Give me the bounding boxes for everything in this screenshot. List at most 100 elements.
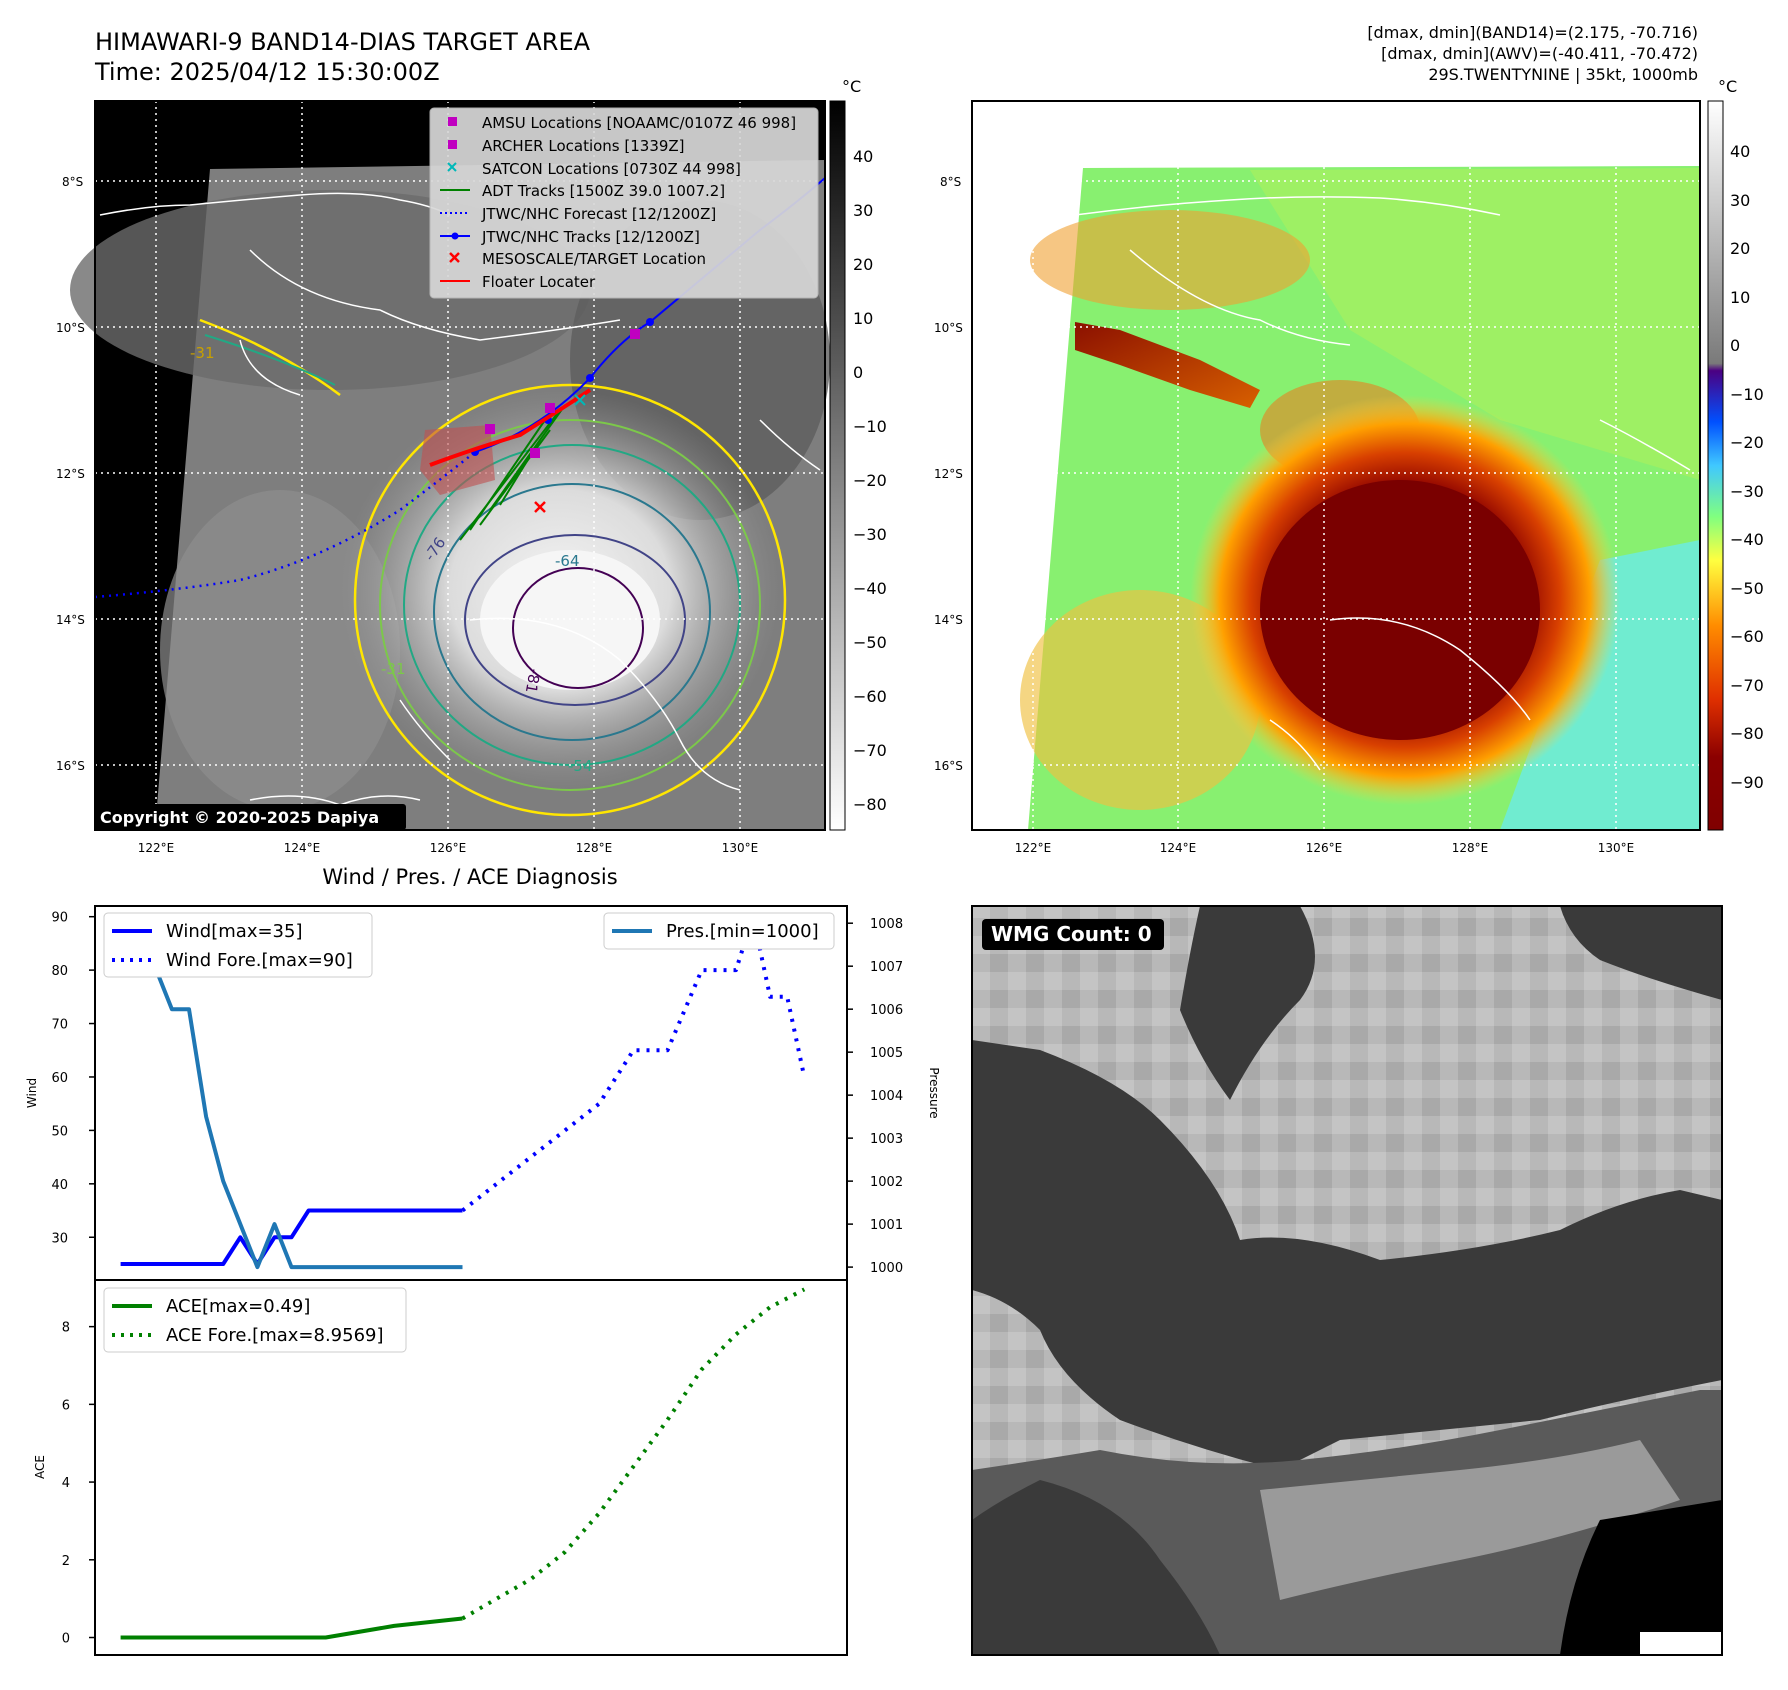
- copyright-badge: [94, 804, 406, 830]
- wmg-count-label: WMG Count: 0: [991, 922, 1152, 946]
- svg-text:124°E: 124°E: [1160, 841, 1197, 855]
- legend-ace-fore: ACE Fore.[max=8.9569]: [166, 1325, 384, 1346]
- pressure-tick-label: 1006: [870, 1003, 903, 1018]
- gray-colorbar: °C 40 30 20 10 0 −10 −20 −30 −40 −50 −60…: [829, 77, 887, 831]
- map2-lon-labels: 122°E 124°E 126°E 128°E 130°E: [1015, 841, 1635, 855]
- adt-tracks: [459, 404, 566, 541]
- ace-tick-label: 6: [62, 1398, 70, 1413]
- svg-text:8°S: 8°S: [940, 175, 961, 189]
- svg-text:30: 30: [1730, 191, 1750, 210]
- satcon-marker: [574, 394, 586, 406]
- svg-text:-54: -54: [568, 757, 593, 775]
- map2-lat-labels: 8°S 10°S 12°S 14°S 16°S: [934, 175, 963, 773]
- jtwc-track-points: [471, 318, 654, 456]
- pressure-tick-label: 1002: [870, 1175, 903, 1190]
- svg-text:0: 0: [1730, 336, 1740, 355]
- pressure-tick-label: 1000: [870, 1261, 903, 1276]
- ace-tick-label: 8: [62, 1321, 70, 1336]
- wind-pressure-lines: [118, 914, 807, 1270]
- legend-satcon: SATCON Locations [0730Z 44 998]: [482, 160, 741, 178]
- svg-text:12°S: 12°S: [56, 467, 85, 481]
- svg-text:126°E: 126°E: [1306, 841, 1343, 855]
- svg-text:30: 30: [853, 201, 873, 220]
- color-map-panel: 8°S 10°S 12°S 14°S 16°S 122°E 124°E 126°…: [934, 100, 1701, 855]
- color-colorbar-ticks: 40 30 20 10 0 −10 −20 −30 −40 −50 −60 −7…: [1730, 142, 1764, 792]
- ace-lines: [120, 1287, 806, 1640]
- svg-text:16°S: 16°S: [56, 759, 85, 773]
- svg-text:−70: −70: [1730, 676, 1764, 695]
- ace-axis-label: ACE: [33, 1455, 47, 1479]
- svg-text:40: 40: [1730, 142, 1750, 161]
- ace-series-line: [120, 1616, 463, 1640]
- wind-axis-ticks: 30 40 50 60 70 80 90: [51, 911, 95, 1246]
- svg-text:128°E: 128°E: [576, 841, 613, 855]
- svg-text:-64: -64: [555, 552, 580, 570]
- map1-lat-labels: 8°S 10°S 12°S 14°S 16°S: [56, 175, 85, 773]
- svg-text:124°E: 124°E: [284, 841, 321, 855]
- legend-target: MESOSCALE/TARGET Location: [482, 250, 706, 268]
- svg-text:16°S: 16°S: [934, 759, 963, 773]
- wind-tick-label: 60: [51, 1071, 68, 1086]
- info-band14-range: [dmax, dmin](BAND14)=(2.175, -70.716): [1367, 23, 1698, 42]
- svg-text:0: 0: [853, 363, 863, 382]
- svg-text:10°S: 10°S: [934, 321, 963, 335]
- legend-amsu: AMSU Locations [NOAAMC/0107Z 46 998]: [482, 114, 796, 132]
- svg-text:−20: −20: [1730, 433, 1764, 452]
- figure-title: HIMAWARI-9 BAND14-DIAS TARGET AREA: [95, 28, 591, 56]
- svg-text:122°E: 122°E: [1015, 841, 1052, 855]
- color-map-gridlines: [972, 101, 1700, 830]
- legend-archer: ARCHER Locations [1339Z]: [482, 137, 685, 155]
- svg-text:−80: −80: [853, 795, 887, 814]
- svg-text:−30: −30: [1730, 482, 1764, 501]
- svg-text:−50: −50: [1730, 579, 1764, 598]
- svg-text:8°S: 8°S: [62, 175, 83, 189]
- archer-marker: [545, 403, 555, 413]
- ace-forecast-series-line: [461, 1287, 806, 1621]
- pressure-axis-label: Pressure: [927, 1067, 941, 1118]
- svg-text:122°E: 122°E: [138, 841, 175, 855]
- svg-text:10°S: 10°S: [56, 321, 85, 335]
- svg-text:−30: −30: [853, 525, 887, 544]
- svg-text:130°E: 130°E: [1598, 841, 1635, 855]
- wind-tick-label: 80: [51, 964, 68, 979]
- coastlines: [99, 192, 821, 806]
- ace-tick-label: 0: [62, 1632, 70, 1647]
- svg-text:-81: -81: [522, 667, 544, 694]
- svg-text:130°E: 130°E: [722, 841, 759, 855]
- map1-lon-labels: 122°E 124°E 126°E 128°E 130°E: [138, 841, 759, 855]
- wmg-frame: [971, 905, 1723, 1656]
- map-frame: [94, 100, 826, 831]
- svg-text:40: 40: [853, 147, 873, 166]
- wmg-count-badge: [982, 919, 1164, 950]
- svg-text:−60: −60: [853, 687, 887, 706]
- legend-adt: ADT Tracks [1500Z 39.0 1007.2]: [482, 182, 725, 200]
- pressure-tick-label: 1007: [870, 960, 903, 975]
- svg-text:−90: −90: [1730, 773, 1764, 792]
- diagnosis-title: Wind / Pres. / ACE Diagnosis: [322, 865, 617, 889]
- pressure-tick-label: 1004: [870, 1089, 903, 1104]
- pressure-tick-label: 1003: [870, 1132, 903, 1147]
- svg-text:12°S: 12°S: [934, 467, 963, 481]
- ace-legend: ACE[max=0.49] ACE Fore.[max=8.9569]: [103, 1287, 407, 1353]
- info-awv-range: [dmax, dmin](AWV)=(-40.411, -70.472): [1381, 44, 1698, 63]
- svg-text:−70: −70: [853, 741, 887, 760]
- svg-text:-31: -31: [381, 660, 406, 678]
- svg-text:20: 20: [1730, 239, 1750, 258]
- pressure-series-line: [118, 922, 463, 1270]
- wind-series-line: [120, 1208, 463, 1266]
- pressure-tick-label: 1001: [870, 1218, 903, 1233]
- pressure-legend: Pres.[min=1000]: [603, 912, 835, 950]
- ace-tick-label: 4: [62, 1476, 70, 1491]
- svg-text:128°E: 128°E: [1452, 841, 1489, 855]
- ir-map-panel: -31 -76 -64 -81 -31 -54: [56, 100, 830, 855]
- svg-text:−50: −50: [853, 633, 887, 652]
- legend-ace: ACE[max=0.49]: [166, 1296, 310, 1317]
- legend-wind-fore: Wind Fore.[max=90]: [166, 950, 353, 971]
- amsu-marker: [485, 424, 495, 434]
- contour-yellow: [353, 383, 787, 817]
- wind-axis-label: Wind: [25, 1078, 39, 1108]
- wmg-panel: WMG Count: 0: [971, 905, 1723, 1656]
- wind-legend: Wind[max=35] Wind Fore.[max=90]: [103, 912, 373, 978]
